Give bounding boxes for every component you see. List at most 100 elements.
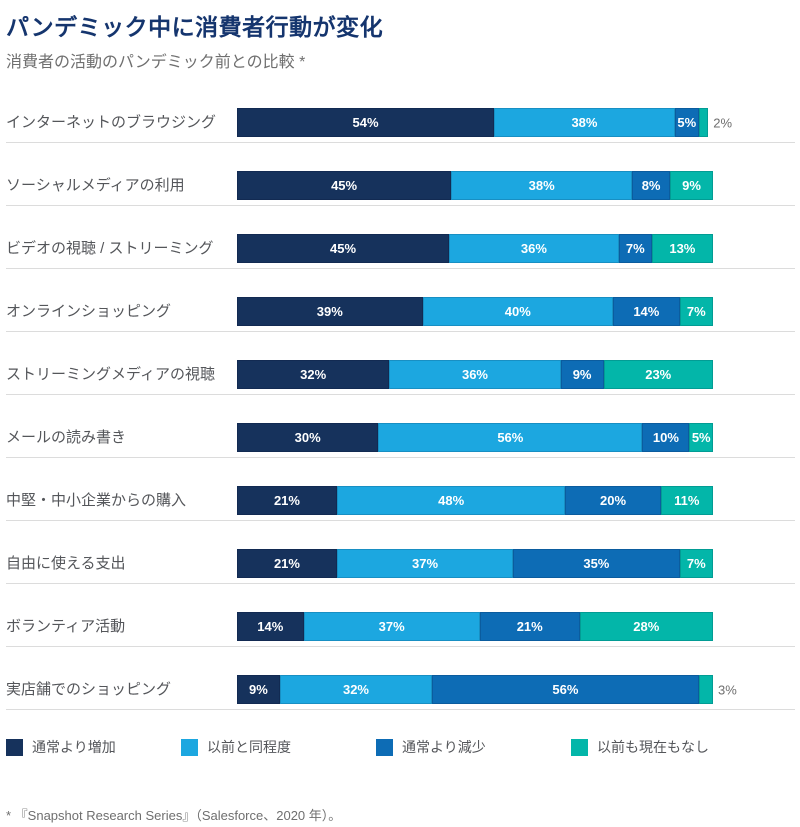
bar-value-label: 30% <box>294 430 321 445</box>
bar-track: 9% 32% 56% 3% <box>237 675 737 704</box>
bar-value-label: 45% <box>331 178 358 193</box>
bar-segment-none: 7% <box>679 297 713 326</box>
category-label: ストリーミングメディアの視聴 <box>6 365 215 383</box>
bar-value-label: 28% <box>633 619 660 634</box>
category-label: インターネットのブラウジング <box>6 113 217 131</box>
bar-segment-same: 36% <box>449 234 619 263</box>
bar-value-label: 7% <box>686 304 706 319</box>
bar-segment-increase: 21% <box>237 549 337 578</box>
bar-segment-decrease: 20% <box>565 486 661 515</box>
bar-value-label: 7% <box>686 556 706 571</box>
bar-value-label: 21% <box>273 493 300 508</box>
bar-value-label: 9% <box>682 178 701 193</box>
legend-item-none: 以前も現在もなし <box>571 737 709 757</box>
bar-segment-decrease: 9% <box>560 360 604 389</box>
bar-segment-same: 40% <box>422 297 614 326</box>
page-subtitle: 消費者の活動のパンデミック前との比較 * <box>6 54 306 71</box>
bar-value-label: 40% <box>504 304 531 319</box>
bar-segment-none <box>698 675 713 704</box>
bar-segment-same: 36% <box>389 360 561 389</box>
legend-swatch-increase <box>6 738 23 756</box>
legend-label: 以前と同程度 <box>207 739 291 755</box>
bar-segment-increase: 32% <box>237 360 390 389</box>
bar-value-label: 10% <box>652 430 679 445</box>
bar-value-label: 9% <box>572 367 592 382</box>
bar-segment-decrease: 8% <box>632 171 671 200</box>
chart-row: ソーシャルメディアの利用 45% 38% 8% 9% <box>6 171 795 206</box>
legend-swatch-none <box>571 738 588 756</box>
bar-track: 14% 37% 21% 28% <box>237 612 713 641</box>
bar-segment-increase: 45% <box>237 234 450 263</box>
bar-value-label: 9% <box>249 682 268 697</box>
bar-segment-increase: 39% <box>237 297 423 326</box>
bar-segment-decrease: 35% <box>513 549 680 578</box>
bar-value-label: 36% <box>461 367 488 382</box>
bar-value-label: 7% <box>625 241 645 256</box>
page-title: パンデミック中に消費者行動が変化 <box>6 14 384 40</box>
bar-value-label: 37% <box>378 619 405 634</box>
category-label: ビデオの視聴 / ストリーミング <box>6 239 214 257</box>
category-label: 自由に使える支出 <box>6 554 126 572</box>
bar-track: 45% 36% 7% 13% <box>237 234 713 263</box>
bar-value-label: 8% <box>641 178 661 193</box>
bar-value-label: 14% <box>257 619 284 634</box>
legend-swatch-same <box>181 738 198 756</box>
chart-row: メールの読み書き 30% 56% 10% 5% <box>6 423 795 458</box>
bar-value-label: 20% <box>600 493 627 508</box>
bar-value-label: 54% <box>352 115 379 130</box>
category-label: メールの読み書き <box>6 428 127 446</box>
bar-value-label: 37% <box>411 556 439 571</box>
bar-value-label: 36% <box>520 241 547 256</box>
bar-segment-same: 38% <box>494 108 675 137</box>
bar-value-label: 39% <box>316 304 343 319</box>
bar-segment-increase: 54% <box>237 108 495 137</box>
bar-segment-increase: 45% <box>237 171 452 200</box>
bar-value-label: 48% <box>438 493 465 508</box>
legend-item-decrease: 通常より減少 <box>376 737 571 757</box>
chart-row: ストリーミングメディアの視聴 32% 36% 9% 23% <box>6 360 795 395</box>
bar-value-label: 23% <box>645 367 672 382</box>
bar-value-label: 13% <box>669 241 696 256</box>
bar-segment-none: 28% <box>579 612 713 641</box>
category-label: ソーシャルメディアの利用 <box>6 176 185 194</box>
bar-track: 32% 36% 9% 23% <box>237 360 713 389</box>
bar-value-label: 32% <box>342 682 369 697</box>
bar-segment-decrease: 5% <box>674 108 699 137</box>
category-label: オンラインショッピング <box>6 302 172 320</box>
bar-track: 39% 40% 14% 7% <box>237 297 713 326</box>
legend-item-increase: 通常より増加 <box>6 737 181 757</box>
bar-value-label: 56% <box>552 682 579 697</box>
bar-value-label: 35% <box>583 556 610 571</box>
bar-segment-none: 13% <box>651 234 713 263</box>
chart-legend: 通常より増加 以前と同程度 通常より減少 以前も現在もなし <box>6 737 795 757</box>
bar-segment-increase: 30% <box>237 423 379 452</box>
legend-swatch-decrease <box>376 738 393 756</box>
bar-segment-same: 37% <box>303 612 480 641</box>
category-label: 実店舗でのショッピング <box>6 680 172 698</box>
bar-segment-decrease: 10% <box>642 423 690 452</box>
outside-value-label: 2% <box>713 115 733 130</box>
bar-segment-none: 5% <box>689 423 713 452</box>
bar-segment-decrease: 56% <box>432 675 699 704</box>
bar-segment-decrease: 14% <box>613 297 680 326</box>
legend-label: 以前も現在もなし <box>597 739 709 755</box>
bar-value-label: 11% <box>674 493 700 508</box>
chart-row: ビデオの視聴 / ストリーミング 45% 36% 7% 13% <box>6 234 795 269</box>
chart-row: 実店舗でのショッピング 9% 32% 56% 3% <box>6 675 795 710</box>
bar-track: 45% 38% 8% 9% <box>237 171 713 200</box>
chart-row: ボランティア活動 14% 37% 21% 28% <box>6 612 795 647</box>
legend-label: 通常より減少 <box>402 739 486 755</box>
chart-row: 中堅・中小企業からの購入 21% 48% 20% 11% <box>6 486 795 521</box>
bar-value-label: 5% <box>691 430 711 445</box>
bar-value-label: 38% <box>528 178 555 193</box>
bar-segment-same: 37% <box>336 549 514 578</box>
bar-segment-decrease: 7% <box>618 234 652 263</box>
bar-track: 21% 48% 20% 11% <box>237 486 713 515</box>
chart-row: 自由に使える支出 21% 37% 35% 7% <box>6 549 795 584</box>
bar-segment-none <box>698 108 709 137</box>
category-label: ボランティア活動 <box>6 617 126 635</box>
stacked-bar-chart: インターネットのブラウジング 54% 38% 5% 2% ソーシャルメディアの利用 45% 3… <box>6 108 795 710</box>
source-footnote: * 『Snapshot Research Series』（Salesforce、… <box>6 808 342 823</box>
bar-segment-same: 56% <box>378 423 643 452</box>
bar-value-label: 21% <box>516 619 543 634</box>
